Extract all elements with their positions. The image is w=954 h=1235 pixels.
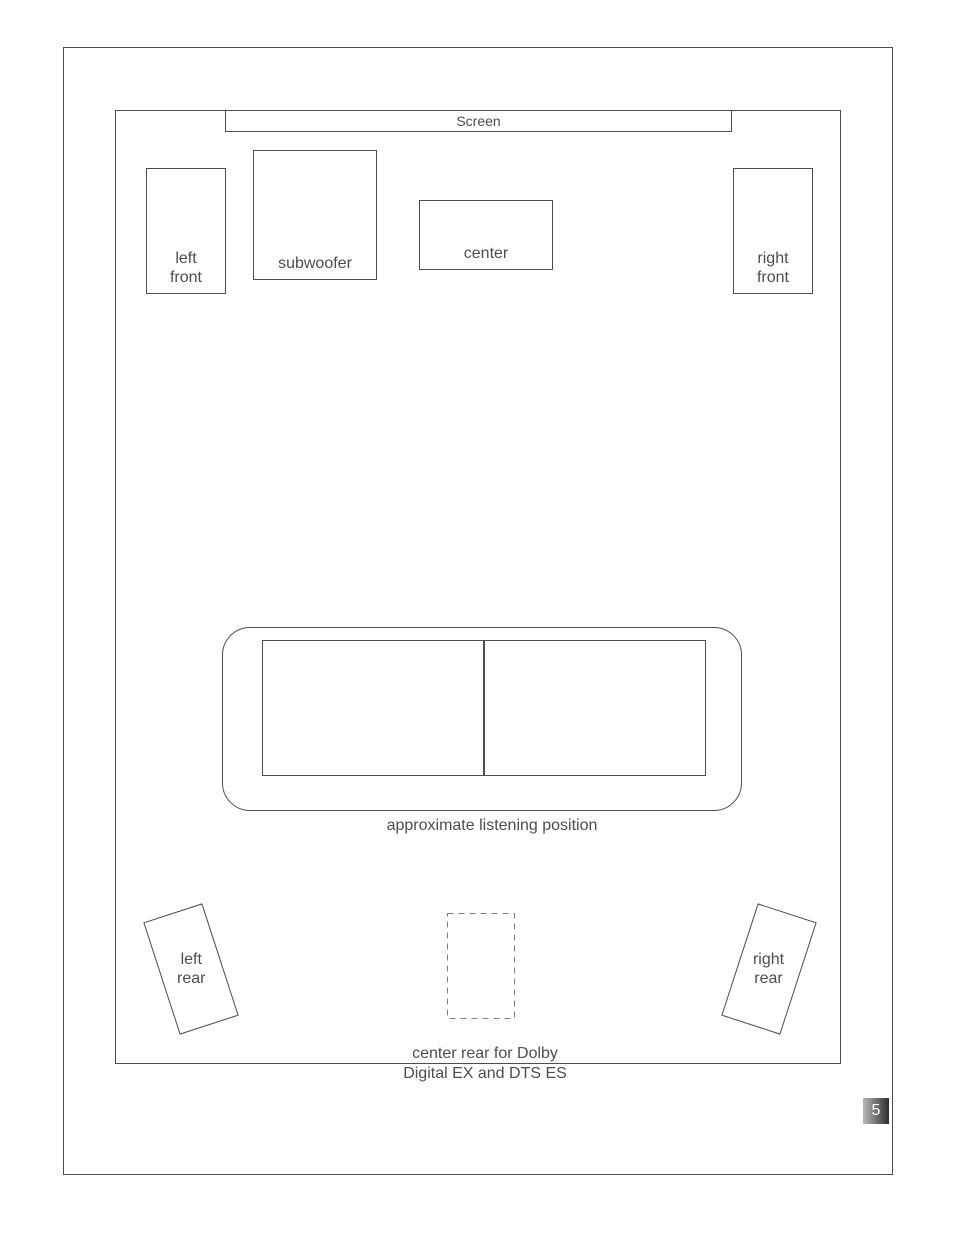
listening-position-label: approximate listening position xyxy=(372,816,612,836)
right-rear-label: right rear xyxy=(753,950,784,988)
center-rear-speaker xyxy=(447,913,515,1019)
left-front-label: left front xyxy=(170,249,202,287)
subwoofer-speaker: subwoofer xyxy=(253,150,377,280)
page-number-badge: 5 xyxy=(863,1098,889,1124)
left-rear-label: left rear xyxy=(177,950,205,988)
right-front-label: right front xyxy=(757,249,789,287)
center-rear-label: center rear for Dolby Digital EX and DTS… xyxy=(390,1024,580,1084)
screen-label: Screen xyxy=(456,113,500,130)
center-label: center xyxy=(464,244,508,263)
page-number-value: 5 xyxy=(872,1102,881,1120)
center-speaker: center xyxy=(419,200,553,270)
subwoofer-label: subwoofer xyxy=(278,254,352,273)
screen-box: Screen xyxy=(225,110,732,132)
right-front-speaker: right front xyxy=(733,168,813,294)
page-root: Screen left front subwoofer center right… xyxy=(0,0,954,1235)
couch-seat-right xyxy=(484,640,706,776)
left-front-speaker: left front xyxy=(146,168,226,294)
couch-seat-left xyxy=(262,640,484,776)
